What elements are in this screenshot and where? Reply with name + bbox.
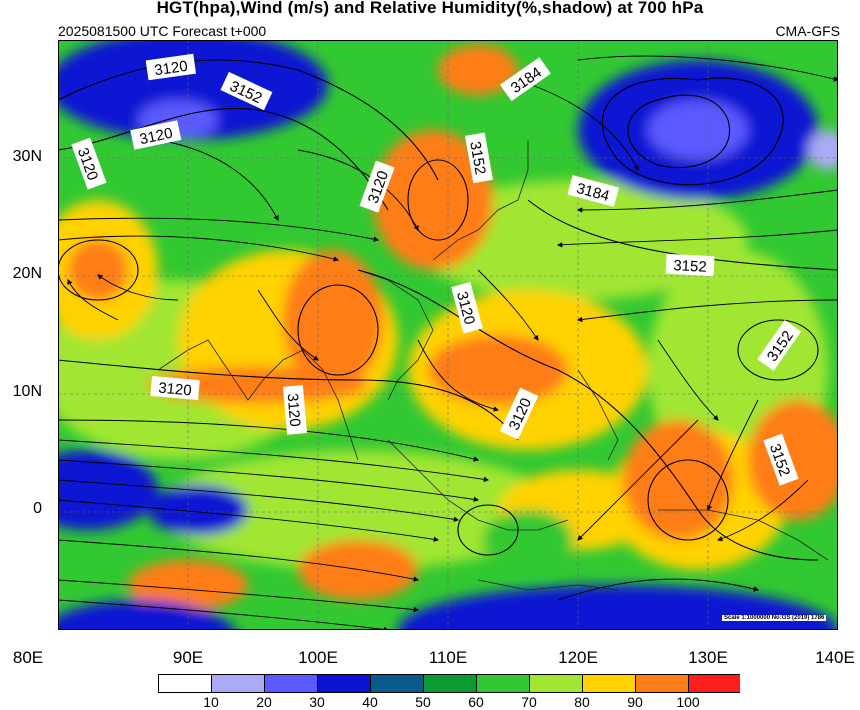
colorbar-tick-label: 30 bbox=[309, 694, 325, 710]
colorbar-swatch bbox=[370, 674, 424, 693]
colorbar-swatch bbox=[158, 674, 212, 693]
contour-label: 3120 bbox=[138, 125, 174, 149]
colorbar-swatch bbox=[635, 674, 689, 693]
lat-label-10n: 10N bbox=[12, 383, 42, 400]
contour-label: 3120 bbox=[284, 393, 304, 428]
graticule bbox=[58, 40, 838, 630]
wind-streamlines bbox=[58, 55, 838, 630]
colorbar-tick-label: 80 bbox=[574, 694, 590, 710]
map-frame bbox=[58, 40, 838, 630]
colorbar-swatch bbox=[264, 674, 318, 693]
chart-title: HGT(hpa),Wind (m/s) and Relative Humidit… bbox=[156, 0, 704, 17]
colorbar-tick-label: 70 bbox=[521, 694, 537, 710]
colorbar-tick-label: 50 bbox=[415, 694, 431, 710]
humidity-colorbar bbox=[158, 674, 740, 693]
lon-label-140e: 140E bbox=[815, 648, 855, 667]
colorbar-swatch bbox=[476, 674, 530, 693]
colorbar-swatch bbox=[688, 674, 740, 693]
colorbar-tick-label: 100 bbox=[676, 694, 700, 710]
lon-label-80e: 80E bbox=[12, 648, 44, 667]
lon-label-120e: 120E bbox=[558, 648, 598, 667]
lat-label-20n: 20N bbox=[12, 265, 42, 282]
colorbar-tick-label: 60 bbox=[468, 694, 484, 710]
colorbar-tick-label: 20 bbox=[256, 694, 272, 710]
contour-label: 3120 bbox=[153, 58, 188, 79]
lat-label-0: 0 bbox=[33, 500, 42, 517]
colorbar-tick-label: 90 bbox=[627, 694, 643, 710]
scale-note: Scale 1:1000000 No:GS (2019) 1786 bbox=[722, 615, 827, 621]
contour-label: 3152 bbox=[673, 257, 707, 276]
colorbar-tick-label: 10 bbox=[203, 694, 219, 710]
height-contours bbox=[58, 59, 838, 561]
colorbar-swatch bbox=[211, 674, 265, 693]
lon-label-90e: 90E bbox=[172, 648, 204, 667]
contour-label: 3120 bbox=[158, 380, 193, 400]
colorbar-swatch bbox=[423, 674, 477, 693]
lon-label-100e: 100E bbox=[298, 648, 338, 667]
colorbar-swatch bbox=[529, 674, 583, 693]
contour-label: 3152 bbox=[466, 140, 489, 176]
weather-map: 3120 3152 3120 3120 3120 3152 bbox=[58, 40, 838, 630]
colorbar-swatch bbox=[317, 674, 371, 693]
model-label: CMA-GFS bbox=[775, 23, 840, 39]
lon-label-130e: 130E bbox=[688, 648, 728, 667]
forecast-time-label: 2025081500 UTC Forecast t+000 bbox=[58, 23, 267, 39]
colorbar-swatch bbox=[582, 674, 636, 693]
colorbar-tick-label: 40 bbox=[362, 694, 378, 710]
contour-labels: 3120 3152 3120 3120 3120 3152 bbox=[71, 53, 802, 486]
lat-label-30n: 30N bbox=[12, 148, 42, 165]
lon-label-110e: 110E bbox=[428, 648, 468, 667]
